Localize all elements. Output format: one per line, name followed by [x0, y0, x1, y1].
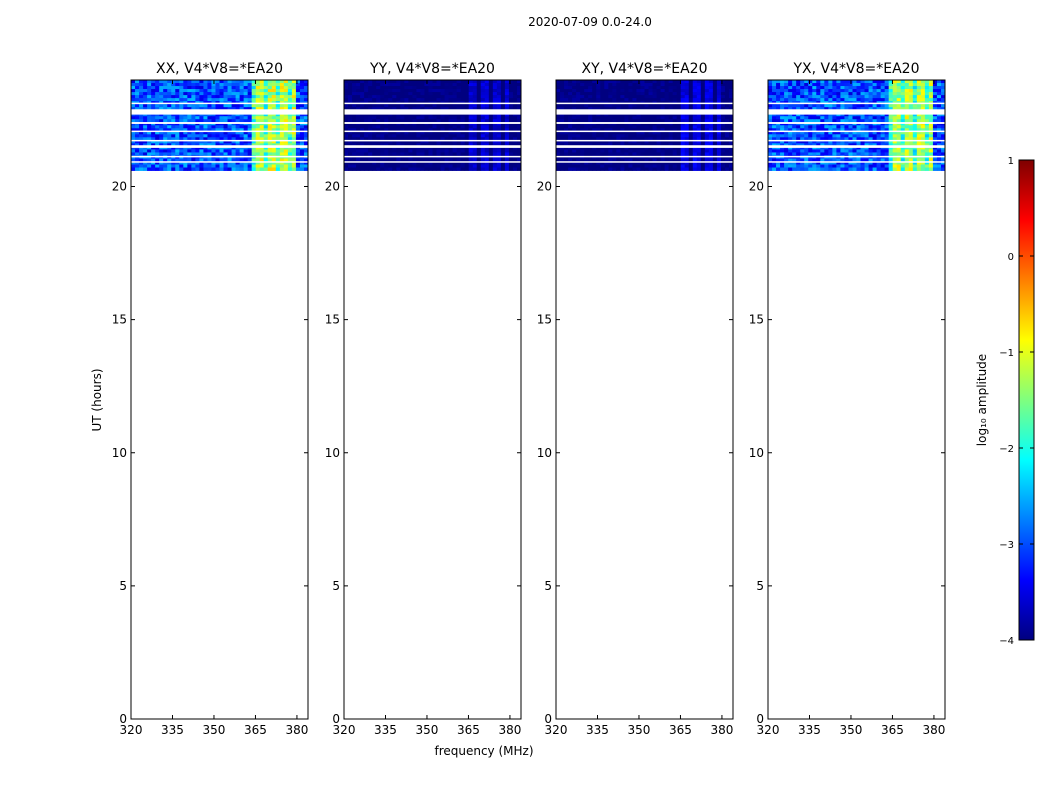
x-tick-label-xy-350: 350: [628, 723, 651, 737]
x-tick-label-yy-320: 320: [333, 723, 356, 737]
panel-xy: XY, V4*V8=*EA20 320 335 350 365 380 0 5 10 15 20: [537, 61, 734, 737]
x-tick-label-yy-350: 350: [416, 723, 439, 737]
heatmap-yy: [344, 80, 522, 171]
y-tick-label-yy-20: 20: [325, 180, 340, 194]
panel-xx: XX, V4*V8=*EA20 320 335 350 365 380 0 5 10 15 20: [112, 61, 309, 737]
y-tick-label-xy-5: 5: [544, 579, 552, 593]
x-tick-label-yx-350: 350: [840, 723, 863, 737]
x-tick-label-xy-335: 335: [586, 723, 609, 737]
x-axis-label: frequency (MHz): [434, 744, 533, 758]
x-tick-label-xx-350: 350: [203, 723, 226, 737]
colorbar-label: log₁₀ amplitude: [975, 354, 989, 446]
panel-title-xx: XX, V4*V8=*EA20: [156, 61, 283, 77]
colorbar-tick-label-0: −4: [999, 636, 1014, 647]
panel-frame-xx: [130, 79, 309, 720]
colorbar-tick-label-1: −3: [999, 540, 1014, 551]
y-tick-label-yy-5: 5: [332, 579, 340, 593]
x-tick-label-yy-380: 380: [498, 723, 521, 737]
x-tick-label-yx-320: 320: [757, 723, 780, 737]
y-tick-label-yx-5: 5: [756, 579, 764, 593]
y-tick-label-xy-20: 20: [537, 180, 552, 194]
heatmap-yx: [768, 80, 946, 171]
y-tick-label-xx-0: 0: [119, 712, 127, 726]
y-tick-label-yx-15: 15: [749, 313, 764, 327]
heatmap-xx: [131, 80, 309, 171]
colorbar-tick-label-2: −2: [999, 444, 1014, 455]
y-tick-label-xx-10: 10: [112, 446, 127, 460]
y-axis-label: UT (hours): [90, 368, 104, 431]
y-tick-label-yx-20: 20: [749, 180, 764, 194]
y-tick-label-yy-0: 0: [332, 712, 340, 726]
x-tick-label-xx-320: 320: [120, 723, 143, 737]
panel-yx: YX, V4*V8=*EA20 320 335 350 365 380 0 5 10 15 20: [749, 61, 946, 737]
x-tick-label-xx-335: 335: [161, 723, 184, 737]
x-tick-label-xx-365: 365: [244, 723, 267, 737]
y-tick-label-yy-10: 10: [325, 446, 340, 460]
x-tick-label-yy-365: 365: [457, 723, 480, 737]
x-tick-label-xy-365: 365: [669, 723, 692, 737]
y-tick-label-xx-20: 20: [112, 180, 127, 194]
panel-yy: YY, V4*V8=*EA20 320 335 350 365 380 0 5 10 15 20: [325, 61, 522, 737]
y-tick-label-xx-5: 5: [119, 579, 127, 593]
x-tick-label-xy-320: 320: [545, 723, 568, 737]
panel-title-xy: XY, V4*V8=*EA20: [582, 61, 708, 77]
colorbar-tick-label-4: 0: [1008, 252, 1014, 263]
x-tick-label-yx-380: 380: [922, 723, 945, 737]
panel-frame-xy: [555, 79, 734, 720]
panel-frame-yx: [767, 79, 946, 720]
heatmap-xy: [556, 80, 734, 171]
colorbar-gradient: [1018, 159, 1035, 641]
panel-title-yx: YX, V4*V8=*EA20: [793, 61, 920, 77]
panel-title-yy: YY, V4*V8=*EA20: [369, 61, 495, 77]
y-tick-label-xy-15: 15: [537, 313, 552, 327]
y-tick-label-xy-0: 0: [544, 712, 552, 726]
x-tick-label-yy-335: 335: [374, 723, 397, 737]
y-tick-label-xy-10: 10: [537, 446, 552, 460]
x-tick-label-xy-380: 380: [710, 723, 733, 737]
y-tick-label-xx-15: 15: [112, 313, 127, 327]
figure-title: 2020-07-09 0.0-24.0: [528, 15, 652, 29]
colorbar-tick-label-3: −1: [999, 348, 1014, 359]
x-tick-label-yx-365: 365: [881, 723, 904, 737]
y-tick-label-yx-0: 0: [756, 712, 764, 726]
x-tick-label-yx-335: 335: [798, 723, 821, 737]
colorbar-tick-label-5: 1: [1008, 156, 1014, 167]
x-tick-label-xx-380: 380: [285, 723, 308, 737]
panel-frame-yy: [343, 79, 522, 720]
colorbar: −4 −3 −2 −1 0 1 log₁₀ amplitude: [975, 156, 1035, 647]
y-tick-label-yx-10: 10: [749, 446, 764, 460]
y-tick-label-yy-15: 15: [325, 313, 340, 327]
